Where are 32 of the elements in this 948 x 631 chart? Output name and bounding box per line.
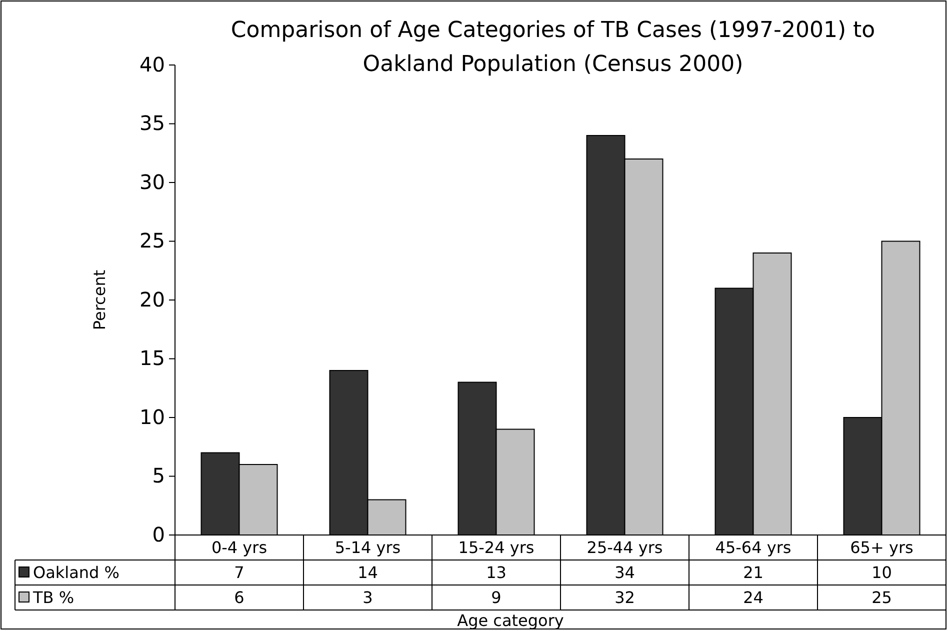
y-tick-label: 5 <box>152 464 165 488</box>
data-label: 9 <box>491 588 502 607</box>
y-tick-label: 0 <box>152 522 165 546</box>
x-axis-title: Age category <box>457 611 564 630</box>
y-tick-label: 15 <box>140 346 165 370</box>
y-tick-label: 35 <box>140 111 165 136</box>
x-tick-label: 5-14 yrs <box>334 538 401 557</box>
legend-label: TB % <box>32 588 74 607</box>
chart-title: Comparison of Age Categories of TB Cases (1997-2001) to Oakland Population (Census 2000) <box>230 18 876 77</box>
data-label: 7 <box>234 563 244 582</box>
x-tick-label: 45-64 yrs <box>715 538 792 557</box>
x-tick-label: 15-24 yrs <box>458 538 534 557</box>
data-label: 25 <box>872 588 892 607</box>
y-tick-label: 10 <box>140 404 165 429</box>
y-tick-label: 30 <box>140 170 165 194</box>
data-label: 21 <box>743 563 764 582</box>
data-label: 24 <box>743 588 764 607</box>
x-tick-label: 65+ yrs <box>850 538 914 557</box>
data-label: 14 <box>358 563 378 582</box>
y-tick-label: 25 <box>140 228 165 253</box>
data-label: 32 <box>614 588 635 607</box>
data-label: 3 <box>362 588 373 607</box>
x-tick-label: 0-4 yrs <box>211 538 268 557</box>
legend-label: Oakland % <box>33 563 120 582</box>
y-tick-label: 20 <box>140 287 165 312</box>
data-label: 6 <box>234 588 244 607</box>
y-axis-title: Percent <box>90 270 109 330</box>
x-tick-label: 25-44 yrs <box>586 538 663 557</box>
data-label: 10 <box>872 563 892 582</box>
data-label: 34 <box>614 563 635 582</box>
data-label: 13 <box>486 563 506 582</box>
y-tick-label: 40 <box>140 52 165 76</box>
